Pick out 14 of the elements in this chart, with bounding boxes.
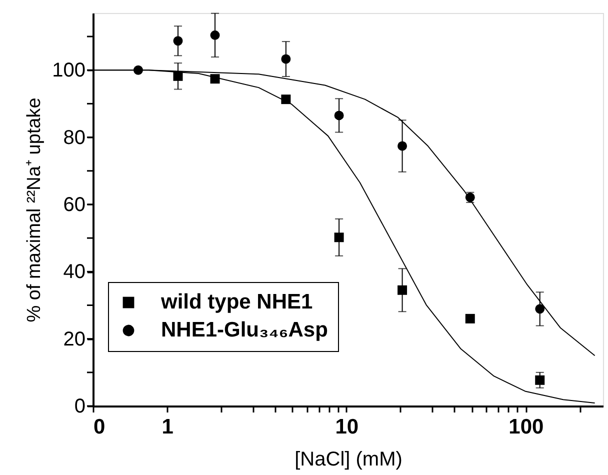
x-tick-label: 1	[162, 416, 174, 438]
y-tick-label: 60	[63, 194, 86, 216]
x-tick-label: 0	[94, 416, 106, 438]
x-tick-label: 10	[335, 416, 359, 438]
x-axis-title: [NaCl] (mM)	[294, 448, 402, 470]
y-tick-label: 40	[63, 261, 86, 284]
legend-label: NHE1-Glu₃₄₆Asp	[161, 318, 328, 342]
x-tick-label: 100	[508, 416, 544, 438]
legend-label: wild type NHE1	[160, 290, 314, 314]
y-tick-label: 80	[63, 126, 86, 149]
y-tick-label: 0	[74, 396, 86, 418]
y-tick-label: 100	[52, 60, 86, 82]
y-tick-label: 20	[63, 328, 86, 350]
y-axis-title: % of maximal ²²Na⁺ uptake	[24, 98, 46, 322]
